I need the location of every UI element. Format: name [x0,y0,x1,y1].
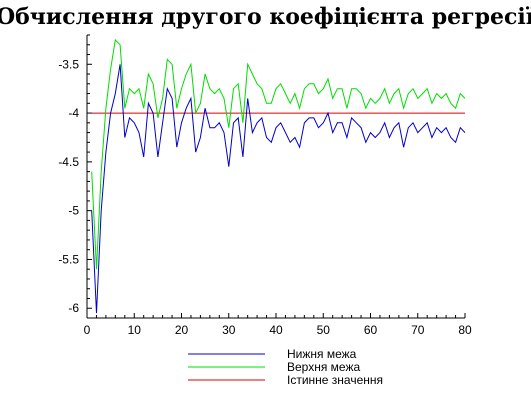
legend-label: Верхня межа [287,360,360,374]
x-tick-label: 0 [84,323,91,337]
x-tick-label: 10 [128,323,142,337]
legend-entry-lower-bound: Нижня межа [188,347,357,361]
y-tick-label: -5 [68,204,79,218]
y-tick-label: -3.5 [58,57,79,71]
x-tick-label: 40 [269,323,283,337]
y-tick-label: -4 [68,106,79,120]
tick-labels: -3.5 -4 -4.5 -5 -5.5 -6 0 10 20 30 40 50 60 70 80 [58,57,472,337]
legend-entry-upper-bound: Верхня межа [188,360,360,374]
chart-title: Обчислення другого коефіцієнта регресії [0,4,531,30]
y-tick-label: -5.5 [58,252,79,266]
series-line-upper-bound [91,38,466,270]
x-tick-label: 20 [175,323,189,337]
y-tick-label: -4.5 [58,155,79,169]
plot-area: -3.5 -4 -4.5 -5 -5.5 -6 0 10 20 30 40 50 60 70 80 [58,34,472,337]
legend-label: Нижня межа [287,347,357,361]
axes [86,34,466,319]
series-layer [91,38,466,314]
x-tick-label: 30 [222,323,236,337]
legend-label: Істинне значення [287,373,383,387]
legend-entry-true-value: Істинне значення [188,373,383,387]
series-line-lower-bound [91,64,466,314]
y-tick-label: -6 [68,301,79,315]
x-tick-label: 70 [411,323,425,337]
x-tick-label: 50 [317,323,331,337]
x-tick-label: 60 [364,323,378,337]
x-tick-label: 80 [458,323,472,337]
